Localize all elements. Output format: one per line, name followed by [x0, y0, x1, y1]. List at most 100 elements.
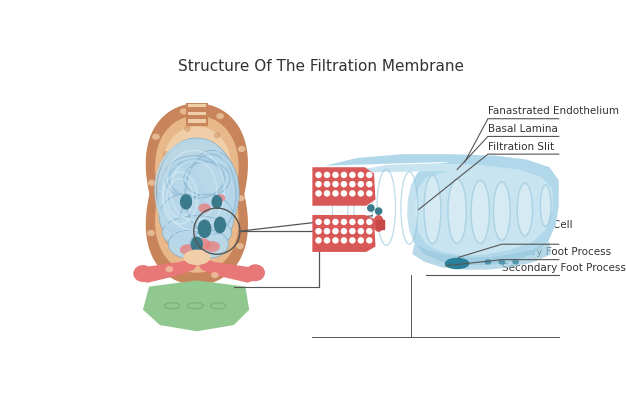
- Circle shape: [332, 190, 339, 197]
- Polygon shape: [146, 103, 248, 285]
- Ellipse shape: [133, 265, 153, 282]
- Circle shape: [366, 172, 372, 178]
- Ellipse shape: [191, 237, 203, 252]
- Circle shape: [366, 190, 372, 197]
- Ellipse shape: [213, 132, 220, 138]
- Text: Podocyte Cell
Body: Podocyte Cell Body: [502, 220, 572, 242]
- Circle shape: [332, 181, 339, 188]
- Ellipse shape: [378, 171, 395, 244]
- Text: Secondary Foot Process(Pedicel): Secondary Foot Process(Pedicel): [502, 263, 626, 273]
- Circle shape: [349, 228, 356, 234]
- Circle shape: [341, 228, 347, 234]
- Polygon shape: [312, 215, 376, 252]
- Ellipse shape: [212, 195, 222, 209]
- Circle shape: [316, 190, 322, 197]
- Text: Filtration Slit: Filtration Slit: [488, 142, 554, 152]
- Circle shape: [366, 237, 372, 244]
- Ellipse shape: [180, 244, 195, 255]
- Ellipse shape: [184, 162, 230, 196]
- Circle shape: [341, 190, 347, 197]
- Circle shape: [316, 219, 322, 225]
- Ellipse shape: [147, 230, 155, 236]
- Circle shape: [349, 237, 356, 244]
- Ellipse shape: [157, 138, 237, 243]
- Polygon shape: [325, 154, 559, 265]
- Ellipse shape: [158, 163, 205, 233]
- Bar: [188, 112, 206, 115]
- Ellipse shape: [227, 215, 233, 221]
- Ellipse shape: [238, 146, 245, 152]
- Ellipse shape: [214, 217, 226, 233]
- Ellipse shape: [498, 259, 505, 265]
- Circle shape: [357, 228, 364, 234]
- Polygon shape: [342, 163, 553, 256]
- Text: Fanastrated Endothelium: Fanastrated Endothelium: [488, 107, 619, 117]
- Circle shape: [316, 172, 322, 178]
- Circle shape: [324, 181, 331, 188]
- Ellipse shape: [494, 184, 510, 239]
- Ellipse shape: [227, 168, 233, 174]
- Ellipse shape: [165, 239, 172, 245]
- Circle shape: [341, 219, 347, 225]
- Circle shape: [375, 207, 382, 215]
- Text: Structure Of The Filtration Membrane: Structure Of The Filtration Membrane: [178, 59, 464, 74]
- Ellipse shape: [185, 150, 239, 235]
- Polygon shape: [143, 280, 249, 331]
- Ellipse shape: [180, 194, 192, 209]
- Ellipse shape: [333, 171, 347, 248]
- Circle shape: [332, 219, 339, 225]
- Circle shape: [349, 219, 356, 225]
- Bar: [188, 116, 206, 119]
- Ellipse shape: [445, 258, 470, 269]
- Ellipse shape: [541, 186, 550, 225]
- Circle shape: [357, 219, 364, 225]
- Circle shape: [324, 237, 331, 244]
- Ellipse shape: [355, 172, 372, 245]
- Ellipse shape: [148, 180, 155, 186]
- Circle shape: [324, 219, 331, 225]
- Ellipse shape: [512, 259, 519, 265]
- Ellipse shape: [211, 272, 218, 278]
- Circle shape: [332, 237, 339, 244]
- Circle shape: [316, 181, 322, 188]
- Ellipse shape: [184, 126, 191, 132]
- Ellipse shape: [425, 177, 440, 242]
- Ellipse shape: [213, 250, 220, 256]
- Text: Primary Foot Process: Primary Foot Process: [502, 247, 611, 257]
- Circle shape: [332, 228, 339, 234]
- Circle shape: [366, 181, 372, 188]
- Polygon shape: [162, 126, 232, 262]
- Ellipse shape: [183, 250, 210, 265]
- Ellipse shape: [168, 230, 207, 258]
- Circle shape: [341, 181, 347, 188]
- Circle shape: [349, 181, 356, 188]
- Bar: [376, 219, 384, 229]
- Circle shape: [341, 172, 347, 178]
- Circle shape: [357, 172, 364, 178]
- Ellipse shape: [152, 134, 160, 140]
- Circle shape: [357, 237, 364, 244]
- Ellipse shape: [402, 174, 417, 243]
- Bar: [188, 119, 206, 122]
- Ellipse shape: [449, 180, 466, 242]
- Polygon shape: [134, 257, 199, 283]
- Polygon shape: [413, 242, 551, 270]
- Polygon shape: [312, 167, 376, 206]
- Bar: [188, 108, 206, 111]
- Ellipse shape: [246, 264, 265, 281]
- Circle shape: [366, 228, 372, 234]
- Ellipse shape: [180, 194, 234, 243]
- Circle shape: [324, 190, 331, 197]
- Circle shape: [324, 228, 331, 234]
- Circle shape: [357, 190, 364, 197]
- Ellipse shape: [159, 194, 208, 240]
- Text: Basal Lamina: Basal Lamina: [488, 124, 558, 134]
- Ellipse shape: [485, 259, 491, 265]
- Ellipse shape: [237, 195, 245, 201]
- Ellipse shape: [192, 238, 211, 251]
- Ellipse shape: [180, 109, 188, 115]
- Ellipse shape: [190, 230, 228, 258]
- Bar: [188, 123, 206, 126]
- Circle shape: [316, 237, 322, 244]
- Circle shape: [366, 219, 372, 225]
